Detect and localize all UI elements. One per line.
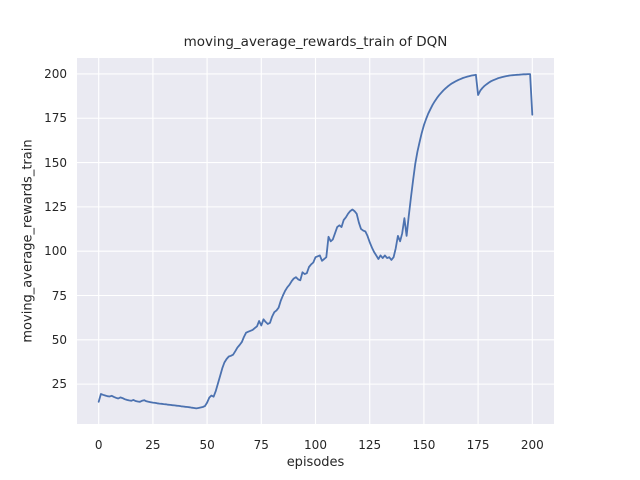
chart-title: moving_average_rewards_train of DQN [183, 34, 448, 50]
x-tick-label: 50 [199, 438, 215, 452]
y-tick-label: 25 [51, 377, 67, 392]
x-tick-label: 150 [412, 438, 436, 452]
x-tick-label: 100 [304, 438, 327, 452]
plot-canvas [77, 58, 554, 424]
y-tick-label: 125 [44, 199, 67, 214]
y-tick-label: 75 [51, 288, 67, 303]
line-series-dqn [97, 73, 534, 410]
x-tick-label: 125 [358, 438, 382, 452]
plot-area [77, 58, 554, 424]
x-tick-label: 175 [466, 438, 490, 452]
y-tick-label: 150 [44, 155, 67, 170]
x-axis-label: episodes [286, 455, 345, 470]
y-axis-label: moving_average_rewards_train [20, 139, 36, 343]
y-tick-label: 200 [44, 66, 67, 81]
y-tick-label: 50 [51, 332, 67, 347]
y-tick-label: 100 [44, 244, 67, 259]
y-tick-label: 175 [44, 111, 67, 126]
x-tick-label: 0 [94, 438, 103, 452]
x-tick-label: 200 [520, 438, 544, 452]
x-tick-label: 75 [253, 438, 269, 452]
grid-lines [77, 58, 554, 424]
x-tick-label: 25 [145, 438, 161, 452]
